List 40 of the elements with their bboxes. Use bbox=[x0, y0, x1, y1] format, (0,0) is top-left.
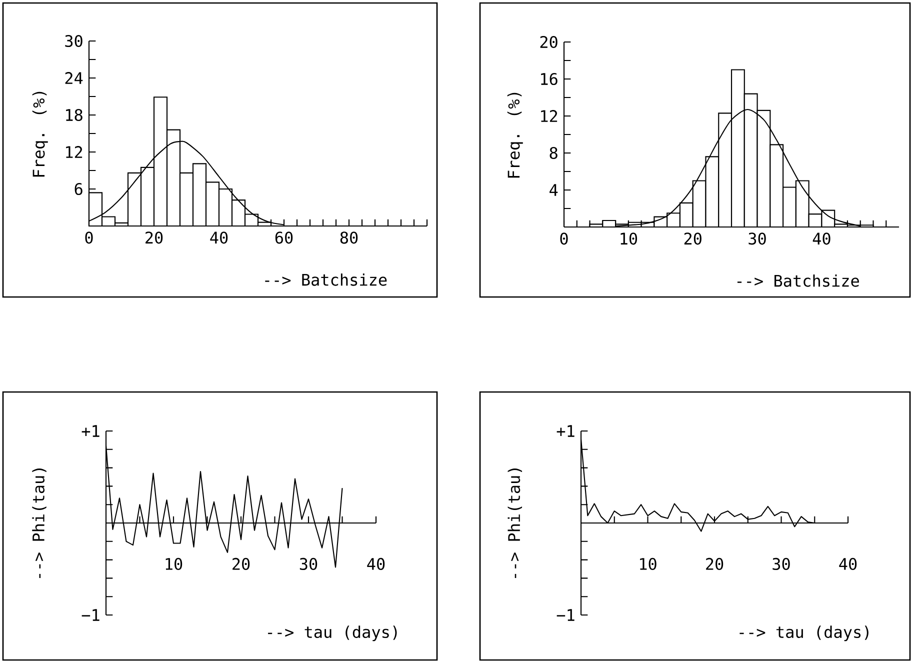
y-axis-title: --> Phi(tau) bbox=[508, 468, 522, 578]
y-tick-label: 6 bbox=[74, 182, 82, 196]
x-tick-label: 30 bbox=[300, 558, 318, 570]
x-tick-label: 30 bbox=[748, 232, 766, 245]
x-tick-label: 20 bbox=[232, 558, 250, 570]
x-tick-label: 10 bbox=[166, 558, 182, 570]
x-tick-label: 40 bbox=[367, 558, 385, 570]
y-tick-label: 16 bbox=[541, 72, 558, 86]
x-axis-title: --> tau (days) bbox=[268, 626, 397, 642]
y-tick-label: 18 bbox=[66, 108, 82, 122]
x-tick-label: 60 bbox=[275, 232, 293, 244]
y-axis-title: --> Phi(tau) bbox=[32, 468, 46, 578]
x-tick-label: 20 bbox=[706, 558, 724, 570]
x-tick-label: 10 bbox=[620, 232, 638, 245]
y-tick-label: 24 bbox=[65, 72, 83, 84]
y-tick-label: 8 bbox=[550, 146, 558, 160]
y-axis-title: Freq. (%) bbox=[32, 92, 48, 177]
x-tick-label: 20 bbox=[146, 232, 163, 244]
y-tick-label: −1 bbox=[556, 609, 574, 621]
x-tick-label: 0 bbox=[85, 232, 93, 244]
x-axis-title: --> Batchsize bbox=[737, 274, 859, 287]
x-tick-label: 40 bbox=[812, 232, 830, 245]
x-tick-label: 80 bbox=[340, 232, 358, 244]
y-tick-label: +1 bbox=[556, 425, 574, 437]
x-tick-label: 40 bbox=[839, 558, 857, 570]
x-tick-label: 0 bbox=[560, 232, 568, 245]
y-axis-title: Freq. (%) bbox=[507, 92, 523, 178]
y-tick-label: 12 bbox=[541, 110, 558, 122]
y-tick-label: 20 bbox=[540, 36, 558, 48]
x-axis-title: --> tau (days) bbox=[740, 626, 868, 642]
x-tick-label: 20 bbox=[684, 232, 702, 245]
y-tick-label: 30 bbox=[65, 34, 82, 48]
y-tick-label: 4 bbox=[550, 184, 558, 196]
y-tick-label: −1 bbox=[82, 609, 100, 621]
x-axis-title: --> Batchsize bbox=[265, 273, 387, 286]
y-tick-label: +1 bbox=[82, 425, 100, 437]
x-tick-label: 30 bbox=[772, 558, 790, 570]
x-tick-label: 40 bbox=[210, 232, 228, 244]
y-tick-label: 12 bbox=[66, 146, 82, 158]
x-tick-label: 10 bbox=[640, 558, 656, 570]
